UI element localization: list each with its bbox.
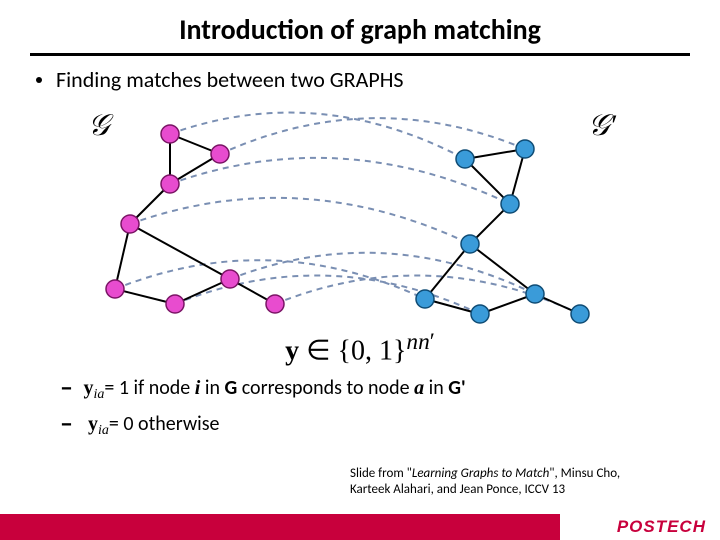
dash-icon: – [60, 371, 73, 403]
main-bullet: Finding matches between two GRAPHS [36, 66, 720, 93]
slide-title: Introduction of graph matching [0, 0, 720, 53]
sub-bullet-1: – yia= 1 if node i in G corresponds to n… [60, 371, 720, 403]
t1a: if node [129, 376, 195, 400]
footer: POSTECH [0, 514, 720, 540]
t1c: corresponds to node [237, 376, 414, 400]
t1b: in [200, 376, 224, 400]
t2: otherwise [134, 412, 220, 436]
val1: = 1 [104, 376, 129, 400]
cite-title: Learning Graphs to Match [412, 466, 549, 481]
G-bold: G [224, 376, 237, 400]
footer-bar [0, 514, 560, 540]
graph-label-gprime: 𝒢′ [588, 109, 616, 143]
postech-logo: POSTECH [617, 517, 706, 537]
var-y2: y [88, 413, 98, 435]
main-bullet-text: Finding matches between two GRAPHS [56, 66, 404, 93]
val2: = 0 [109, 412, 134, 436]
cite-pre: Slide from " [350, 466, 412, 481]
bullet-dot-icon [36, 77, 42, 83]
sub-ia: ia [93, 387, 104, 402]
sub-ia2: ia [98, 423, 109, 438]
dash-icon: – [60, 407, 73, 439]
graph-diagram: 𝒢 𝒢′ [0, 99, 720, 329]
node-a: a [414, 377, 424, 399]
t1d: in [424, 376, 448, 400]
cite-post: ", Minsu Cho, [549, 466, 620, 481]
membership-equation: y ∈ {0, 1}nn′ [0, 329, 720, 367]
sub-bullet-2: – yia= 0 otherwise [60, 407, 720, 439]
var-y: y [83, 377, 93, 399]
graph-label-g: 𝒢 [88, 109, 109, 143]
cite-line2: Karteek Alahari, and Jean Ponce, ICCV 13 [350, 482, 565, 497]
title-rule [30, 53, 690, 56]
citation: Slide from "Learning Graphs to Match", M… [350, 466, 690, 499]
Gprime-bold: G' [448, 376, 465, 400]
